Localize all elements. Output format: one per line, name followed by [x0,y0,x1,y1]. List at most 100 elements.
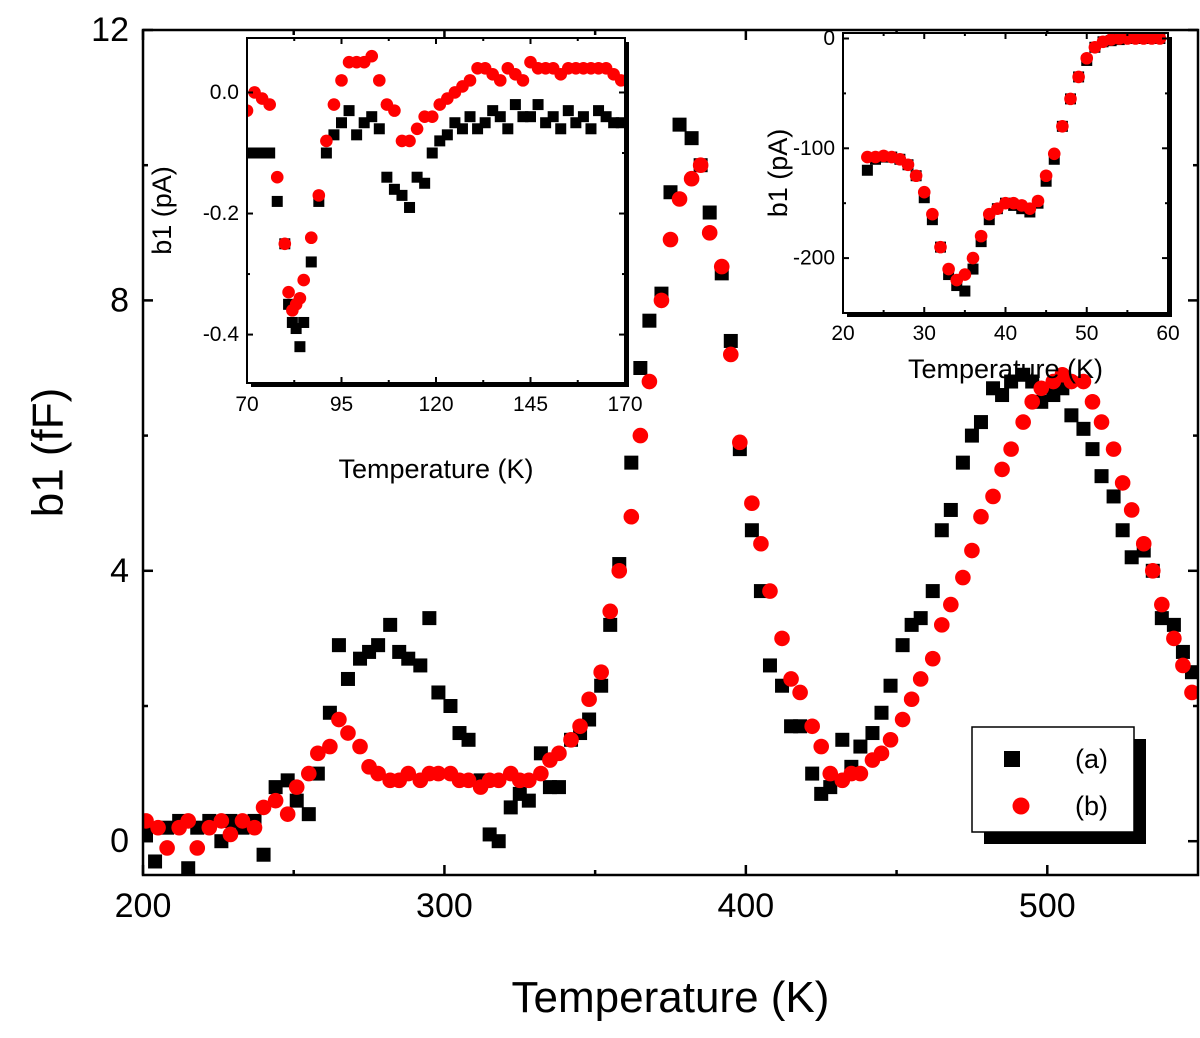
data-point [901,158,915,172]
data-point [895,638,910,653]
data-point [366,111,378,123]
data-point [461,732,476,747]
data-point [903,691,920,708]
data-point [744,523,759,538]
data-point [973,508,989,525]
data-point [320,134,333,148]
data-point [774,630,790,647]
data-point [267,792,284,809]
data-point [1115,523,1130,538]
x-tick-label: 60 [1156,322,1179,345]
data-point [351,129,363,141]
data-point [551,745,567,762]
data-point [958,268,972,281]
data-point [924,650,941,667]
data-point [1105,441,1122,457]
data-point [581,691,597,708]
data-point [400,765,417,782]
data-point [464,111,476,123]
data-point [615,117,625,129]
data-point [533,765,549,782]
data-point [967,263,979,275]
data-point [852,765,869,782]
data-point [925,584,940,599]
data-point [602,603,619,620]
data-point [189,840,206,856]
data-point [491,834,506,849]
y-tick-label: 8 [110,281,129,319]
data-point [572,718,588,735]
data-point [371,638,386,653]
data-point [1064,92,1077,106]
data-point [713,258,730,275]
data-point [1154,611,1169,626]
data-point [632,427,649,444]
data-point [593,664,609,680]
data-point [301,807,316,822]
legend: (a) (b) [971,726,1146,844]
data-point [1076,421,1091,436]
data-point [1003,441,1019,457]
data-point [331,711,347,728]
data-point [624,455,639,470]
data-point [1031,194,1045,208]
data-point [873,745,890,762]
x-tick-label: 40 [994,322,1017,345]
data-point [662,231,679,248]
data-point [396,189,408,201]
y-tick-label: -100 [793,137,835,160]
x-tick-label: 200 [115,887,172,925]
data-point [804,718,820,735]
x-tick-label: 20 [831,322,854,345]
data-point [521,793,536,808]
data-point [865,726,880,741]
data-point [373,123,385,135]
data-point [1093,414,1110,430]
data-point [320,147,332,159]
data-point [413,658,428,673]
x-tick-label: 50 [1075,322,1098,345]
data-point [201,819,218,836]
series-b [143,157,1198,856]
data-point [723,333,738,348]
data-point [1056,120,1069,133]
data-point [352,738,368,755]
data-point [1080,51,1094,65]
data-point [456,123,468,135]
data-point [1175,644,1190,659]
data-points [143,117,1198,875]
data-point [1063,373,1080,390]
data-point [234,813,251,829]
data-point [600,111,612,123]
data-point [293,291,307,305]
data-point [297,273,311,287]
data-point [336,117,347,129]
data-point [684,131,699,146]
data-point [608,117,620,129]
data-point [304,231,318,245]
data-point [641,373,658,390]
plot-area [843,33,1168,313]
data-point [434,135,446,147]
data-point [1024,394,1041,410]
data-point [487,105,499,117]
legend-label: (a) [1075,744,1108,774]
data-point [593,105,605,117]
data-point [1184,684,1198,701]
x-tick-label: 400 [717,887,774,925]
data-points [861,33,1167,297]
data-point [974,229,988,243]
series-b [861,33,1167,287]
data-point [753,535,769,552]
data-point [822,765,839,782]
data-point [426,147,438,159]
data-point [671,191,688,207]
data-point [181,861,196,875]
legend-marker-b [1012,797,1030,815]
data-point [340,671,355,686]
y-tick-label: 0.0 [210,81,239,104]
y-tick-label: -0.4 [203,323,240,346]
data-point [943,502,958,517]
data-point [422,611,437,626]
data-point [1023,202,1037,215]
